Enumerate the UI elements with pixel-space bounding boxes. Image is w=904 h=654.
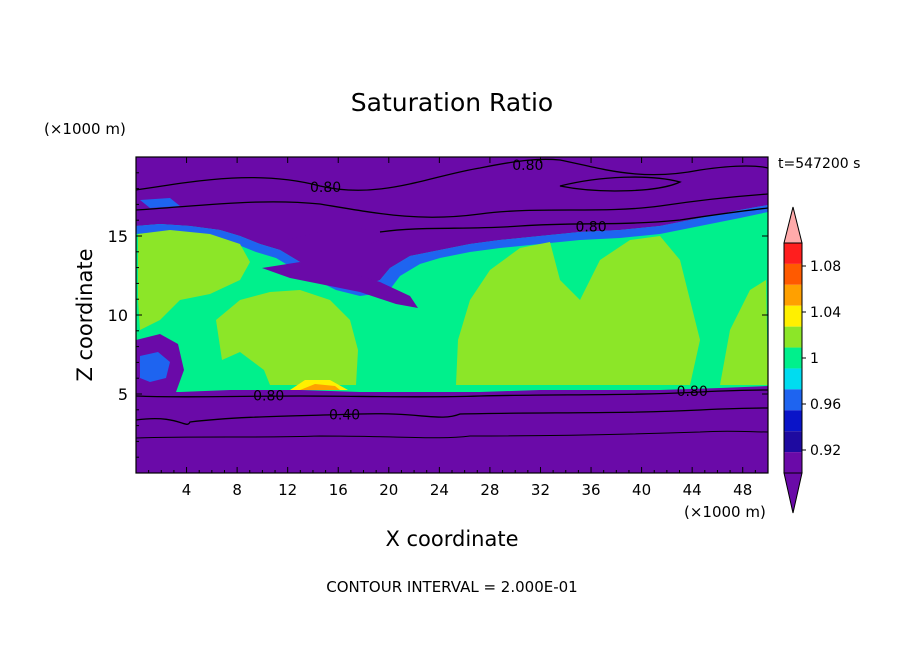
x-tick-label: 20 — [379, 481, 398, 499]
y-unit-label: (×1000 m) — [44, 120, 126, 138]
y-tick-label: 10 — [108, 306, 128, 325]
colorbar-swatch — [784, 243, 802, 264]
y-axis: 5 10 15 — [108, 172, 768, 458]
light-green-patch — [456, 236, 700, 385]
contour-line-080-top — [136, 158, 768, 191]
x-tick-label: 36 — [581, 481, 600, 499]
contour-lines — [136, 158, 768, 439]
x-tick-label: 32 — [531, 481, 550, 499]
colorbar-swatch — [784, 305, 802, 327]
y-axis-label: Z coordinate — [73, 248, 97, 381]
heatmap-field: 0.80 0.80 0.80 0.80 0.80 0.40 — [136, 157, 768, 473]
colorbar-under-triangle — [783, 472, 803, 514]
contour-line-080-low — [136, 389, 768, 398]
x-tick-label: 4 — [182, 481, 192, 499]
time-label: t=547200 s — [778, 156, 860, 172]
contour-line-040 — [136, 407, 768, 425]
colorbar-swatch — [784, 368, 802, 390]
x-tick-label: 40 — [632, 481, 651, 499]
colorbar-tick-label: 1 — [810, 351, 819, 367]
colorbar-tick-label: 1.08 — [810, 259, 841, 275]
x-tick-label: 24 — [430, 481, 449, 499]
x-tick-label: 16 — [329, 481, 348, 499]
y-tick-label: 15 — [108, 227, 128, 246]
x-unit-label: (×1000 m) — [684, 503, 766, 521]
footer-contour-interval: CONTOUR INTERVAL = 2.000E-01 — [326, 578, 577, 596]
x-tick-label: 8 — [232, 481, 242, 499]
x-axis: 4 8 12 16 20 24 28 32 36 40 44 48 — [148, 157, 756, 499]
light-green-patch — [138, 230, 250, 330]
contour-line-080-top2 — [136, 193, 768, 218]
purple-streak — [262, 262, 418, 308]
purple-streak — [140, 198, 180, 208]
y-tick-label: 5 — [118, 385, 128, 404]
colorbar-swatch — [784, 410, 802, 432]
x-tick-label: 44 — [683, 481, 702, 499]
contour-label: 0.80 — [575, 220, 606, 236]
colorbar-tick-label: 0.96 — [810, 397, 841, 413]
colorbar-tick-label: 1.04 — [810, 305, 841, 321]
purple-streak — [286, 228, 390, 244]
x-tick-label: 48 — [733, 481, 752, 499]
upper-fringe — [136, 205, 768, 296]
colorbar-swatch — [784, 326, 802, 348]
light-green-patch — [216, 290, 358, 385]
contour-labels: 0.80 0.80 0.80 0.80 0.80 0.40 — [253, 158, 708, 424]
colorbar-swatch — [784, 263, 802, 285]
left-vortex-fringe — [140, 352, 170, 382]
colorbar-tick-label: 0.92 — [810, 443, 841, 459]
contour-line-080-mid — [379, 207, 768, 233]
upper-dry-layer — [136, 157, 768, 288]
x-tick-label: 12 — [278, 481, 297, 499]
light-green-patch — [720, 280, 768, 385]
contour-label: 0.80 — [253, 389, 284, 405]
contour-label: 0.80 — [310, 180, 341, 196]
colorbar: 0.92 0.96 1 1.04 1.08 — [783, 206, 841, 514]
colorbar-swatch — [784, 284, 802, 306]
x-tick-label: 28 — [480, 481, 499, 499]
contour-line-lower — [136, 430, 768, 439]
lower-dry-layer — [136, 386, 768, 473]
colorbar-swatch — [784, 347, 802, 369]
contour-label: 0.80 — [677, 384, 708, 400]
colorbar-over-triangle — [783, 206, 803, 244]
contour-line-080-ellipse — [559, 176, 682, 192]
colorbar-swatch — [784, 452, 802, 473]
orange-spot — [300, 384, 340, 390]
contour-label: 0.40 — [329, 408, 360, 424]
colorbar-swatch — [784, 389, 802, 411]
contour-label: 0.80 — [512, 158, 543, 174]
colorbar-swatch — [784, 431, 802, 453]
x-axis-label: X coordinate — [385, 527, 518, 551]
chart-title: Saturation Ratio — [351, 88, 553, 117]
